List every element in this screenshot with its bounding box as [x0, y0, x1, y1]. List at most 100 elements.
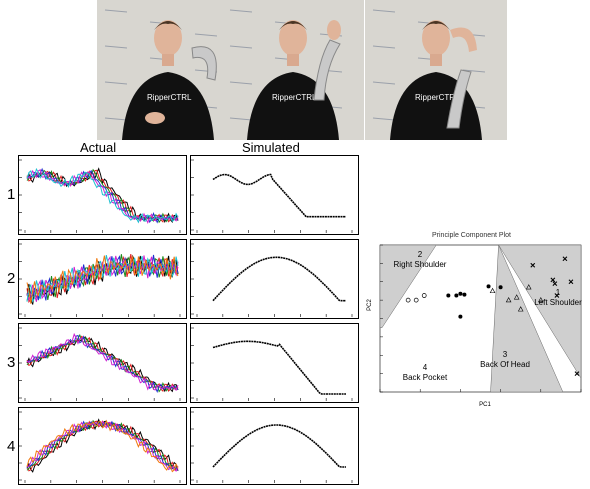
whiteboard-writing	[372, 45, 396, 49]
simulated-plot-row-2	[190, 239, 359, 319]
actual-plot-row-1	[18, 155, 187, 235]
neck	[430, 54, 442, 66]
simulated-plot-row-1	[190, 155, 359, 235]
arm	[450, 27, 477, 52]
photo-gesture-3: RipperCTRL	[365, 0, 507, 140]
photo-gesture-1: RipperCTRL	[97, 0, 239, 140]
pca-point-left-shoulder	[568, 279, 574, 285]
neck	[162, 54, 174, 66]
hair	[422, 21, 450, 30]
whiteboard-writing	[229, 9, 253, 13]
pca-point-left-shoulder	[574, 371, 580, 377]
pca-point-left-shoulder	[562, 256, 568, 262]
pca-region-back-of-head	[490, 244, 564, 393]
tshirt	[122, 72, 214, 140]
row-label-2: 2	[7, 270, 16, 287]
actual-series-blue-line	[26, 334, 179, 394]
pca-point-back-pocket	[454, 293, 459, 298]
pca-point-right-shoulder	[405, 297, 411, 303]
whiteboard-writing	[372, 117, 396, 121]
pca-y-axis-label: PC2	[367, 299, 373, 311]
actual-plot-row-2	[18, 239, 187, 319]
pca-point-back-pocket	[458, 291, 463, 296]
pca-x-axis-label: PC1	[479, 402, 491, 408]
row-label-3: 3	[7, 354, 16, 371]
pca-point-back-of-head	[517, 306, 524, 312]
pca-point-back-pocket	[462, 292, 467, 297]
neck	[287, 54, 299, 66]
hair	[154, 21, 182, 30]
whiteboard-writing	[104, 117, 128, 121]
simulated-plot-row-4	[190, 407, 359, 485]
head	[279, 20, 307, 56]
pca-point-right-shoulder	[413, 297, 419, 303]
pca-point-left-shoulder	[530, 262, 536, 268]
simulated-curve-line	[212, 424, 346, 468]
pca-point-back-of-head	[525, 284, 532, 290]
simulated-curve-line	[212, 173, 346, 218]
whiteboard-writing	[229, 117, 253, 121]
head	[422, 20, 450, 56]
hair	[279, 21, 307, 30]
person-photo-3: RipperCTRL	[365, 0, 507, 140]
shirt-logo: RipperCTRL	[147, 93, 192, 102]
whiteboard-writing	[194, 33, 218, 37]
pca-point-back-pocket	[486, 284, 491, 289]
column-title-actual: Actual	[80, 140, 117, 155]
whiteboard-writing	[104, 9, 128, 13]
pca-point-left-shoulder	[552, 281, 558, 286]
actual-plot-row-4	[18, 407, 187, 485]
whiteboard-writing	[104, 81, 128, 85]
column-title-simulated: Simulated	[242, 140, 300, 155]
pca-point-left-shoulder	[550, 277, 556, 283]
actual-series-magenta-line	[26, 420, 179, 472]
actual-series-orange-line	[26, 419, 179, 473]
person-photo-1: RipperCTRL	[97, 0, 239, 140]
hand	[327, 20, 341, 40]
pca-point-right-shoulder	[421, 293, 427, 298]
motion-arrow	[313, 39, 341, 101]
pca-point-back-of-head	[505, 296, 512, 303]
hand	[145, 112, 165, 124]
person-photo-2: RipperCTRL	[222, 0, 364, 140]
pca-point-back-of-head	[489, 287, 496, 294]
actual-plot-row-3	[18, 323, 187, 403]
pca-scatter-plot	[379, 244, 582, 393]
photo-gesture-2: RipperCTRL	[222, 0, 364, 140]
simulated-plot-row-3	[190, 323, 359, 403]
whiteboard-writing	[229, 81, 253, 85]
head	[154, 20, 182, 56]
row-label-4: 4	[7, 438, 16, 455]
actual-series-orange-line	[26, 255, 179, 304]
pca-point-left-shoulder	[554, 293, 560, 298]
pca-region-label-right-shoulder: 2 Right Shoulder	[393, 250, 447, 269]
actual-series-magenta-line	[26, 332, 179, 391]
pca-title: Principle Component Plot	[432, 232, 511, 239]
pca-region-left-shoulder	[498, 244, 582, 380]
row-label-1: 1	[7, 186, 16, 203]
whiteboard-writing	[372, 81, 396, 85]
actual-series-red-line	[26, 420, 179, 472]
pca-point-back-pocket	[498, 285, 503, 290]
shirt-logo: RipperCTRL	[415, 93, 460, 102]
actual-series-cyan-line	[26, 167, 179, 224]
pca-point-back-pocket	[458, 314, 463, 319]
pca-point-back-pocket	[446, 293, 451, 298]
pca-region-label-back-of-head: 3 Back Of Head	[480, 350, 530, 369]
pca-point-back-of-head	[537, 296, 544, 303]
actual-series-blue-line	[26, 420, 179, 471]
pca-region-label-back-pocket: 4 Back Pocket	[402, 363, 448, 382]
actual-series-green-line	[26, 168, 179, 224]
simulated-curve-line	[212, 256, 346, 302]
actual-series-magenta-line	[26, 169, 179, 224]
whiteboard-writing	[462, 69, 486, 73]
pca-point-back-of-head	[513, 294, 520, 300]
pca-region-label-left-shoulder: 1 Left Shoulder	[534, 288, 582, 307]
shirt-logo: RipperCTRL	[272, 93, 317, 102]
motion-arrow	[191, 46, 217, 81]
actual-series-blue-line	[26, 254, 179, 301]
actual-series-cyan-line	[26, 254, 179, 304]
whiteboard-writing	[104, 45, 128, 49]
motion-arrow	[446, 69, 472, 129]
whiteboard-writing	[229, 45, 253, 49]
